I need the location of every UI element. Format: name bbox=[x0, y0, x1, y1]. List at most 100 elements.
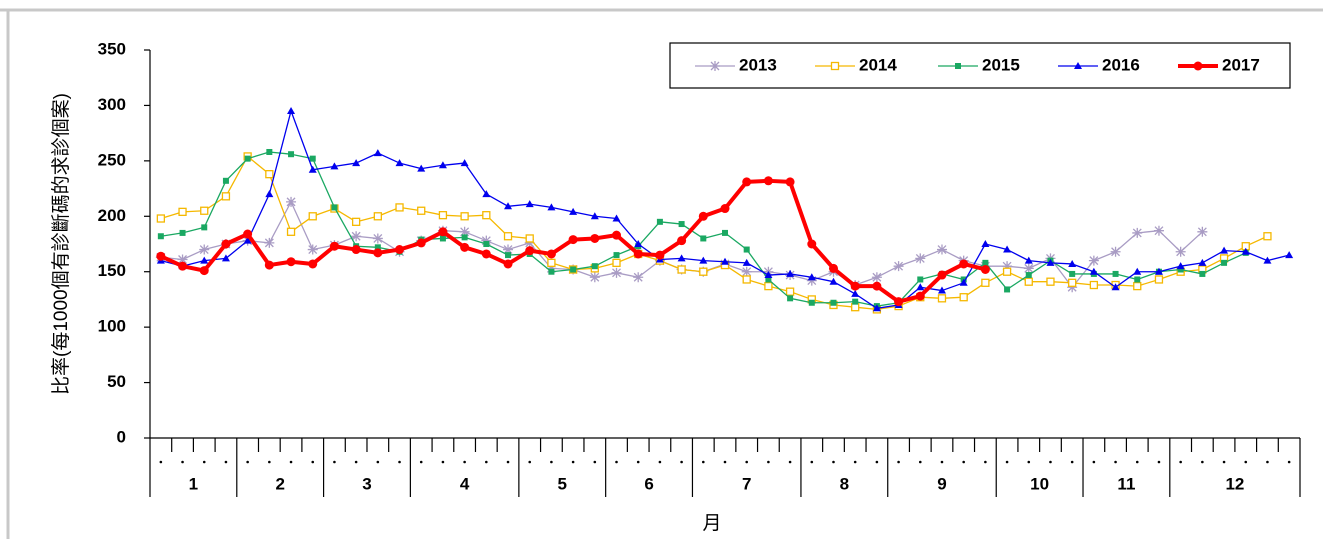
data-point bbox=[1199, 270, 1206, 277]
data-point bbox=[1068, 278, 1077, 287]
data-point bbox=[1154, 267, 1163, 275]
data-point bbox=[828, 263, 838, 273]
week-dot bbox=[159, 460, 163, 464]
week-dot bbox=[224, 460, 228, 464]
data-point bbox=[612, 214, 621, 222]
data-point bbox=[156, 251, 166, 261]
data-point bbox=[243, 229, 253, 239]
data-point bbox=[244, 155, 251, 162]
data-point bbox=[525, 234, 534, 243]
x-tick-label: 2 bbox=[275, 474, 284, 493]
data-point bbox=[178, 261, 188, 271]
data-point bbox=[1177, 266, 1184, 273]
data-point bbox=[915, 253, 926, 264]
data-point bbox=[309, 155, 316, 162]
data-point bbox=[959, 278, 968, 286]
data-point bbox=[1024, 277, 1033, 286]
data-point bbox=[505, 252, 512, 259]
data-point bbox=[806, 275, 817, 286]
legend-label: 2014 bbox=[859, 55, 897, 74]
data-point bbox=[308, 259, 318, 269]
y-tick-label: 150 bbox=[98, 261, 126, 280]
data-point bbox=[677, 236, 687, 246]
data-point bbox=[221, 254, 230, 262]
data-point bbox=[524, 237, 535, 248]
data-point bbox=[893, 261, 904, 272]
data-point bbox=[482, 211, 491, 220]
data-point bbox=[787, 295, 794, 302]
data-point bbox=[699, 256, 708, 264]
data-point bbox=[1046, 258, 1055, 266]
x-axis-label: 月 bbox=[702, 513, 721, 534]
week-dot bbox=[181, 460, 184, 464]
data-point bbox=[438, 211, 448, 220]
week-dot bbox=[246, 460, 249, 464]
data-point bbox=[1241, 247, 1250, 255]
data-point bbox=[459, 226, 470, 237]
data-point bbox=[1110, 246, 1121, 257]
data-point bbox=[1197, 226, 1208, 237]
data-point bbox=[1263, 256, 1272, 264]
legend-label: 2015 bbox=[982, 55, 1020, 74]
data-point bbox=[612, 230, 622, 240]
week-dot bbox=[1027, 460, 1031, 464]
data-point bbox=[742, 258, 751, 266]
week-dot bbox=[897, 460, 900, 464]
data-point bbox=[547, 258, 556, 267]
data-point bbox=[201, 224, 208, 231]
data-point bbox=[416, 238, 426, 248]
data-point bbox=[199, 266, 209, 276]
week-dot bbox=[680, 460, 683, 464]
data-point bbox=[633, 249, 643, 259]
week-dot bbox=[311, 460, 315, 464]
data-point bbox=[438, 227, 448, 237]
week-dot bbox=[528, 460, 532, 464]
data-point bbox=[722, 229, 728, 236]
data-point bbox=[678, 221, 685, 228]
data-point bbox=[525, 200, 534, 208]
data-point bbox=[741, 266, 752, 277]
data-point bbox=[264, 260, 274, 270]
data-point bbox=[330, 162, 339, 170]
week-dot bbox=[398, 460, 401, 464]
data-point bbox=[460, 212, 469, 221]
data-point bbox=[307, 244, 318, 255]
data-point bbox=[352, 159, 361, 167]
week-dot bbox=[918, 460, 922, 464]
data-point bbox=[1025, 272, 1032, 279]
week-dot bbox=[1092, 460, 1096, 464]
data-point bbox=[568, 235, 578, 245]
data-point bbox=[288, 151, 295, 158]
x-tick-label: 12 bbox=[1225, 474, 1244, 493]
data-point bbox=[351, 217, 361, 226]
data-point bbox=[1153, 225, 1164, 236]
data-point bbox=[351, 231, 362, 242]
week-dot bbox=[1005, 460, 1009, 464]
data-point bbox=[917, 276, 924, 283]
data-point bbox=[655, 250, 665, 260]
data-point bbox=[1221, 259, 1228, 266]
week-dot bbox=[550, 460, 553, 464]
data-point bbox=[156, 214, 165, 223]
data-point bbox=[1220, 246, 1229, 254]
week-dot bbox=[1244, 460, 1248, 464]
data-point bbox=[1003, 245, 1012, 253]
data-point bbox=[872, 304, 881, 312]
x-tick-label: 11 bbox=[1117, 474, 1135, 493]
data-point bbox=[177, 254, 188, 265]
week-dot bbox=[506, 460, 510, 464]
week-dot bbox=[268, 460, 271, 464]
data-point bbox=[633, 272, 644, 283]
data-point bbox=[243, 236, 252, 244]
data-point bbox=[720, 204, 730, 214]
x-tick-label: 4 bbox=[460, 474, 470, 493]
data-point bbox=[395, 159, 404, 167]
data-point bbox=[265, 190, 274, 198]
data-point bbox=[1285, 251, 1294, 259]
data-point bbox=[286, 196, 297, 207]
data-point bbox=[546, 263, 557, 274]
week-dot bbox=[593, 460, 597, 464]
week-dot bbox=[875, 460, 879, 464]
data-point bbox=[699, 267, 708, 276]
y-tick-label: 300 bbox=[98, 95, 126, 114]
